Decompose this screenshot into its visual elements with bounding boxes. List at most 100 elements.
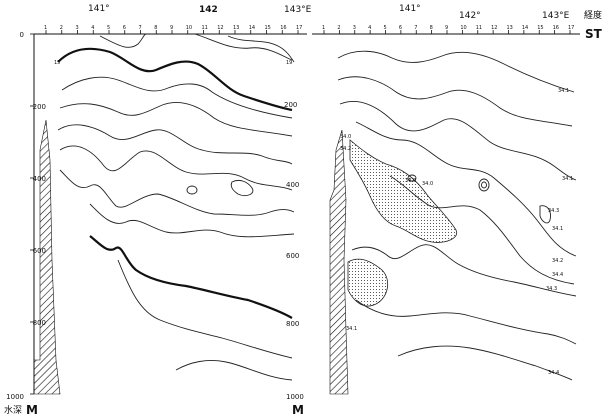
left-right-depth-1000: 1000 [286, 393, 304, 401]
depth-label-200: 200 [33, 103, 46, 111]
right-panel: 141° 142° 143°E 経度 1 2 3 4 5 6 7 8 9 10 11 12 13 14 15… [312, 4, 603, 395]
isohaline-7 [355, 299, 577, 345]
right-lon-unit: 経度 [584, 9, 602, 21]
salinity-core-upper [349, 139, 458, 243]
left-panel: 141° 142 143°E 1 2 3 4 5 6 7 8 9 10 11 12 13 14 15 16 17… [4, 4, 312, 417]
closed-isohaline-1-inner [481, 181, 487, 189]
isohaline-label-4: 34.1 [562, 176, 573, 182]
right-station-label-13: 13 [507, 25, 513, 31]
isotherm-surface-3 [227, 35, 295, 63]
right-station-label-4: 4 [368, 25, 371, 31]
isohaline-label-8: 34.1 [552, 226, 563, 232]
left-station-label-13: 13 [233, 25, 239, 31]
left-station-label-2: 2 [60, 25, 63, 31]
left-station-label-9: 9 [170, 25, 173, 31]
isohaline-label-12: 34.1 [346, 326, 357, 332]
right-station-label-5: 5 [384, 25, 387, 31]
left-station-label-11: 11 [202, 25, 208, 31]
left-lon-label-1: 141° [88, 4, 110, 14]
isohaline-2 [337, 76, 573, 127]
isohaline-label-1: 34.1 [558, 88, 569, 94]
isohaline-label-9: 34.2 [552, 258, 563, 264]
isohaline-label-6: 34.0 [422, 181, 433, 187]
left-station-label-3: 3 [76, 25, 79, 31]
closed-contour-1 [186, 185, 198, 195]
isohaline-label-2: 34.0 [340, 134, 351, 140]
depth-label-0: 0 [20, 31, 24, 39]
depth-unit-m: M [26, 403, 38, 417]
right-station-label-17: 17 [568, 25, 574, 31]
left-lon-label-2: 142 [199, 5, 218, 15]
isohaline-3 [339, 101, 577, 181]
isotherm-8 [117, 259, 293, 359]
left-station-label-12: 12 [217, 25, 223, 31]
left-station-label-16: 16 [280, 25, 286, 31]
right-station-label-2: 2 [337, 25, 340, 31]
right-lon-label-2: 142° [459, 11, 481, 21]
left-right-depth-400: 400 [286, 181, 299, 189]
left-station-label-14: 14 [249, 25, 255, 31]
depth-label-800: 800 [33, 319, 46, 327]
right-lon-label-3: 143°E [542, 11, 570, 21]
isotherm-surface-1 [99, 33, 147, 48]
right-station-label-14: 14 [522, 25, 528, 31]
right-station-ticks [323, 30, 571, 34]
salinity-core-lower [347, 258, 389, 307]
right-station-label-10: 10 [460, 25, 466, 31]
isohaline-label-11: 34.3 [546, 286, 557, 292]
isohaline-label-10: 34.4 [552, 272, 563, 278]
right-station-label-12: 12 [491, 25, 497, 31]
right-lon-label-1: 141° [399, 4, 421, 14]
closed-contour-2 [230, 179, 254, 197]
left-station-label-1: 1 [44, 25, 47, 31]
left-station-label-17: 17 [296, 25, 302, 31]
right-station-label-15: 15 [537, 25, 543, 31]
right-station-labels: 1 2 3 4 5 6 7 8 9 10 11 12 13 14 15 16 17 [322, 25, 574, 31]
left-station-label-10: 10 [186, 25, 192, 31]
left-station-label-6: 6 [123, 25, 126, 31]
isohaline-8 [397, 345, 573, 381]
right-station-label-8: 8 [430, 25, 433, 31]
isotherm-2 [61, 76, 293, 119]
isohaline-4 [355, 121, 577, 257]
left-lon-label-3: 143°E [284, 5, 312, 15]
contour-label-15: 15 [54, 60, 60, 66]
isotherm-6 [59, 169, 295, 216]
isotherm-3 [59, 102, 293, 137]
left-station-label-4: 4 [91, 25, 94, 31]
right-station-label-11: 11 [476, 25, 482, 31]
left-station-labels: 1 2 3 4 5 6 7 8 9 10 11 12 13 14 15 16 17 [44, 25, 302, 31]
right-unit-m: M [292, 403, 304, 417]
right-station-label-9: 9 [445, 25, 448, 31]
isohaline-1 [337, 50, 575, 93]
depth-label-600: 600 [33, 247, 46, 255]
left-right-depth-800: 800 [286, 320, 299, 328]
depth-label-1000: 1000 [6, 393, 24, 401]
right-station-label-6: 6 [399, 25, 402, 31]
isotherm-bold-lower [89, 235, 293, 319]
closed-isohaline-2 [539, 205, 551, 224]
left-station-label-7: 7 [139, 25, 142, 31]
contour-label-19: 19 [286, 60, 292, 66]
isotherm-5 [59, 145, 293, 191]
depth-label-400: 400 [33, 175, 46, 183]
isohaline-label-7: 34.3 [548, 208, 559, 214]
isohaline-5 [389, 175, 575, 285]
isohaline-label-5: 34.0 [405, 178, 416, 184]
isotherm-4 [57, 124, 293, 165]
right-station-label-16: 16 [553, 25, 559, 31]
left-seabed-hatch [33, 119, 61, 395]
isohaline-6 [351, 244, 577, 297]
right-station-label-3: 3 [353, 25, 356, 31]
isotherm-9 [175, 359, 293, 381]
isotherm-bold-upper [57, 47, 293, 112]
right-seabed-hatch [329, 129, 349, 395]
isohaline-label-13: 34.4 [548, 370, 559, 376]
right-station-label-1: 1 [322, 25, 325, 31]
left-station-label-8: 8 [154, 25, 157, 31]
left-station-label-5: 5 [107, 25, 110, 31]
closed-isohaline-1 [478, 178, 490, 192]
left-right-depth-600: 600 [286, 252, 299, 260]
right-station-label-7: 7 [414, 25, 417, 31]
station-axis-label: ST [585, 27, 603, 41]
